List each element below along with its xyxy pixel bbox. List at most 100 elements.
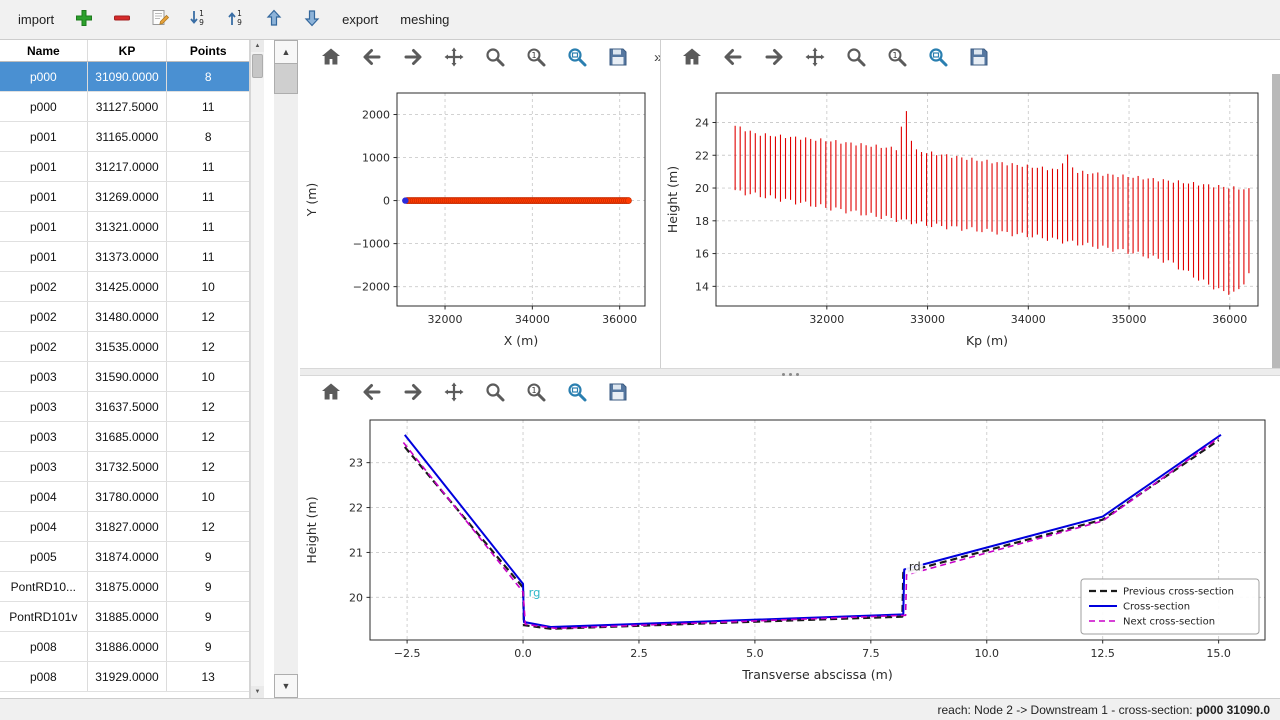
- pan-button[interactable]: [441, 44, 467, 70]
- table-row[interactable]: p001 31269.0000 11: [0, 182, 249, 212]
- panel-scroll-down-button[interactable]: ▼: [274, 674, 298, 698]
- table-cell: p001: [0, 212, 88, 241]
- back-button[interactable]: [720, 44, 746, 70]
- column-header-points[interactable]: Points: [189, 43, 227, 58]
- save-button[interactable]: [605, 44, 631, 70]
- column-header-kp[interactable]: KP: [88, 40, 168, 61]
- forward-icon: [762, 45, 786, 69]
- table-row[interactable]: p008 31886.0000 9: [0, 632, 249, 662]
- panel-scrollbar-thumb[interactable]: [274, 64, 298, 94]
- table-row[interactable]: p004 31827.0000 12: [0, 512, 249, 542]
- table-row[interactable]: p005 31874.0000 9: [0, 542, 249, 572]
- pan-button[interactable]: [802, 44, 828, 70]
- zoom-original-button[interactable]: 1: [523, 379, 549, 405]
- table-cell: 31217.0000: [88, 152, 168, 181]
- move-down-button[interactable]: [300, 6, 324, 33]
- save-button[interactable]: [605, 379, 631, 405]
- table-row[interactable]: p003 31732.5000 12: [0, 452, 249, 482]
- forward-button[interactable]: [761, 44, 787, 70]
- section-chart-canvas[interactable]: −2.5 0.0 2.5 5.0 7.5 10.0 12.5 15.0 20 21 22 23 Tran…: [300, 408, 1280, 698]
- table-cell: 13: [201, 669, 215, 684]
- table-scroll-up-button[interactable]: ▲: [251, 40, 264, 52]
- add-cross-section-button[interactable]: [72, 6, 96, 33]
- table-row[interactable]: PontRD101v 31885.0000 9: [0, 602, 249, 632]
- zoom-original-button[interactable]: 1: [884, 44, 910, 70]
- home-button[interactable]: [318, 379, 344, 405]
- zoom-rect-button[interactable]: [925, 44, 951, 70]
- table-row[interactable]: p002 31425.0000 10: [0, 272, 249, 302]
- table-cell: p008: [0, 662, 88, 691]
- svg-text:Y (m): Y (m): [304, 183, 319, 218]
- zoom-button[interactable]: [482, 44, 508, 70]
- pan-icon: [442, 45, 466, 69]
- table-row[interactable]: p003 31637.5000 12: [0, 392, 249, 422]
- import-button[interactable]: import: [18, 12, 55, 27]
- back-button[interactable]: [359, 44, 385, 70]
- table-row[interactable]: p002 31535.0000 12: [0, 332, 249, 362]
- edit-cross-section-button[interactable]: [148, 6, 172, 33]
- zoom-button[interactable]: [843, 44, 869, 70]
- table-row[interactable]: p001 31373.0000 11: [0, 242, 249, 272]
- horizontal-splitter[interactable]: [300, 368, 1280, 376]
- forward-button[interactable]: [400, 44, 426, 70]
- home-button[interactable]: [318, 44, 344, 70]
- export-button[interactable]: export: [342, 12, 379, 27]
- home-button[interactable]: [679, 44, 705, 70]
- zoom-rect-button[interactable]: [564, 379, 590, 405]
- table-row[interactable]: p000 31090.0000 8: [0, 62, 249, 92]
- table-cell: 10: [201, 489, 215, 504]
- table-row[interactable]: PontRD10... 31875.0000 9: [0, 572, 249, 602]
- panel-scroll-up-button[interactable]: ▲: [274, 40, 298, 64]
- table-header: Name KP Points: [0, 40, 249, 62]
- table-cell: 10: [201, 279, 215, 294]
- zoom-original-button[interactable]: 1: [523, 44, 549, 70]
- table-scrollbar[interactable]: ▲ ▼: [250, 40, 264, 698]
- remove-cross-section-button[interactable]: [110, 6, 134, 33]
- svg-text:32000: 32000: [809, 313, 844, 326]
- cross-section-panel: 1 −2.5 0.0 2.5 5.0 7.5 10.0 12.5 15.0 20 21 22 23 Tr…: [300, 376, 1280, 698]
- zoom-button[interactable]: [482, 379, 508, 405]
- table-row[interactable]: p001 31217.0000 11: [0, 152, 249, 182]
- plan-chart-canvas[interactable]: 32000 34000 36000 2000 1000 0 −1000 −2000 X (m) Y…: [300, 74, 660, 368]
- profile-chart-canvas[interactable]: 32000 33000 34000 35000 36000 14 16 18 20 22 24 Kp …: [661, 74, 1272, 368]
- panel-scrollbar[interactable]: ▲ ▼: [274, 40, 298, 698]
- column-header-name[interactable]: Name: [0, 40, 88, 61]
- svg-text:Next cross-section: Next cross-section: [1123, 617, 1215, 628]
- meshing-button[interactable]: meshing: [400, 12, 450, 27]
- svg-text:18: 18: [695, 215, 709, 228]
- section-chart-toolbar: 1: [300, 376, 1280, 408]
- toolbar-overflow-button[interactable]: »: [654, 48, 663, 66]
- svg-text:Height (m): Height (m): [304, 496, 319, 563]
- status-bar: reach: Node 2 -> Downstream 1 - cross-se…: [0, 698, 1280, 720]
- svg-text:14: 14: [695, 280, 709, 293]
- svg-text:36000: 36000: [602, 313, 637, 326]
- table-scrollbar-thumb[interactable]: [252, 54, 263, 78]
- table-cell: p001: [0, 242, 88, 271]
- panel-scrollbar-track[interactable]: [274, 94, 298, 674]
- table-row[interactable]: p003 31590.0000 10: [0, 362, 249, 392]
- svg-text:24: 24: [695, 116, 709, 129]
- table-cell: 31685.0000: [88, 422, 168, 451]
- zoom-rect-button[interactable]: [564, 44, 590, 70]
- table-row[interactable]: p003 31685.0000 12: [0, 422, 249, 452]
- home-icon: [319, 45, 343, 69]
- table-row[interactable]: p001 31321.0000 11: [0, 212, 249, 242]
- svg-text:36000: 36000: [1212, 313, 1247, 326]
- forward-button[interactable]: [400, 379, 426, 405]
- pan-button[interactable]: [441, 379, 467, 405]
- table-row[interactable]: p000 31127.5000 11: [0, 92, 249, 122]
- move-down-icon: [302, 8, 322, 31]
- save-button[interactable]: [966, 44, 992, 70]
- table-row[interactable]: p002 31480.0000 12: [0, 302, 249, 332]
- table-row[interactable]: p001 31165.0000 8: [0, 122, 249, 152]
- table-row[interactable]: p004 31780.0000 10: [0, 482, 249, 512]
- table-scroll-down-button[interactable]: ▼: [251, 686, 264, 698]
- back-button[interactable]: [359, 379, 385, 405]
- move-up-button[interactable]: [262, 6, 286, 33]
- table-cell: 31165.0000: [88, 122, 168, 151]
- vertical-scrollbar-track[interactable]: [1272, 74, 1280, 368]
- table-cell: 9: [204, 639, 212, 654]
- table-row[interactable]: p008 31929.0000 13: [0, 662, 249, 692]
